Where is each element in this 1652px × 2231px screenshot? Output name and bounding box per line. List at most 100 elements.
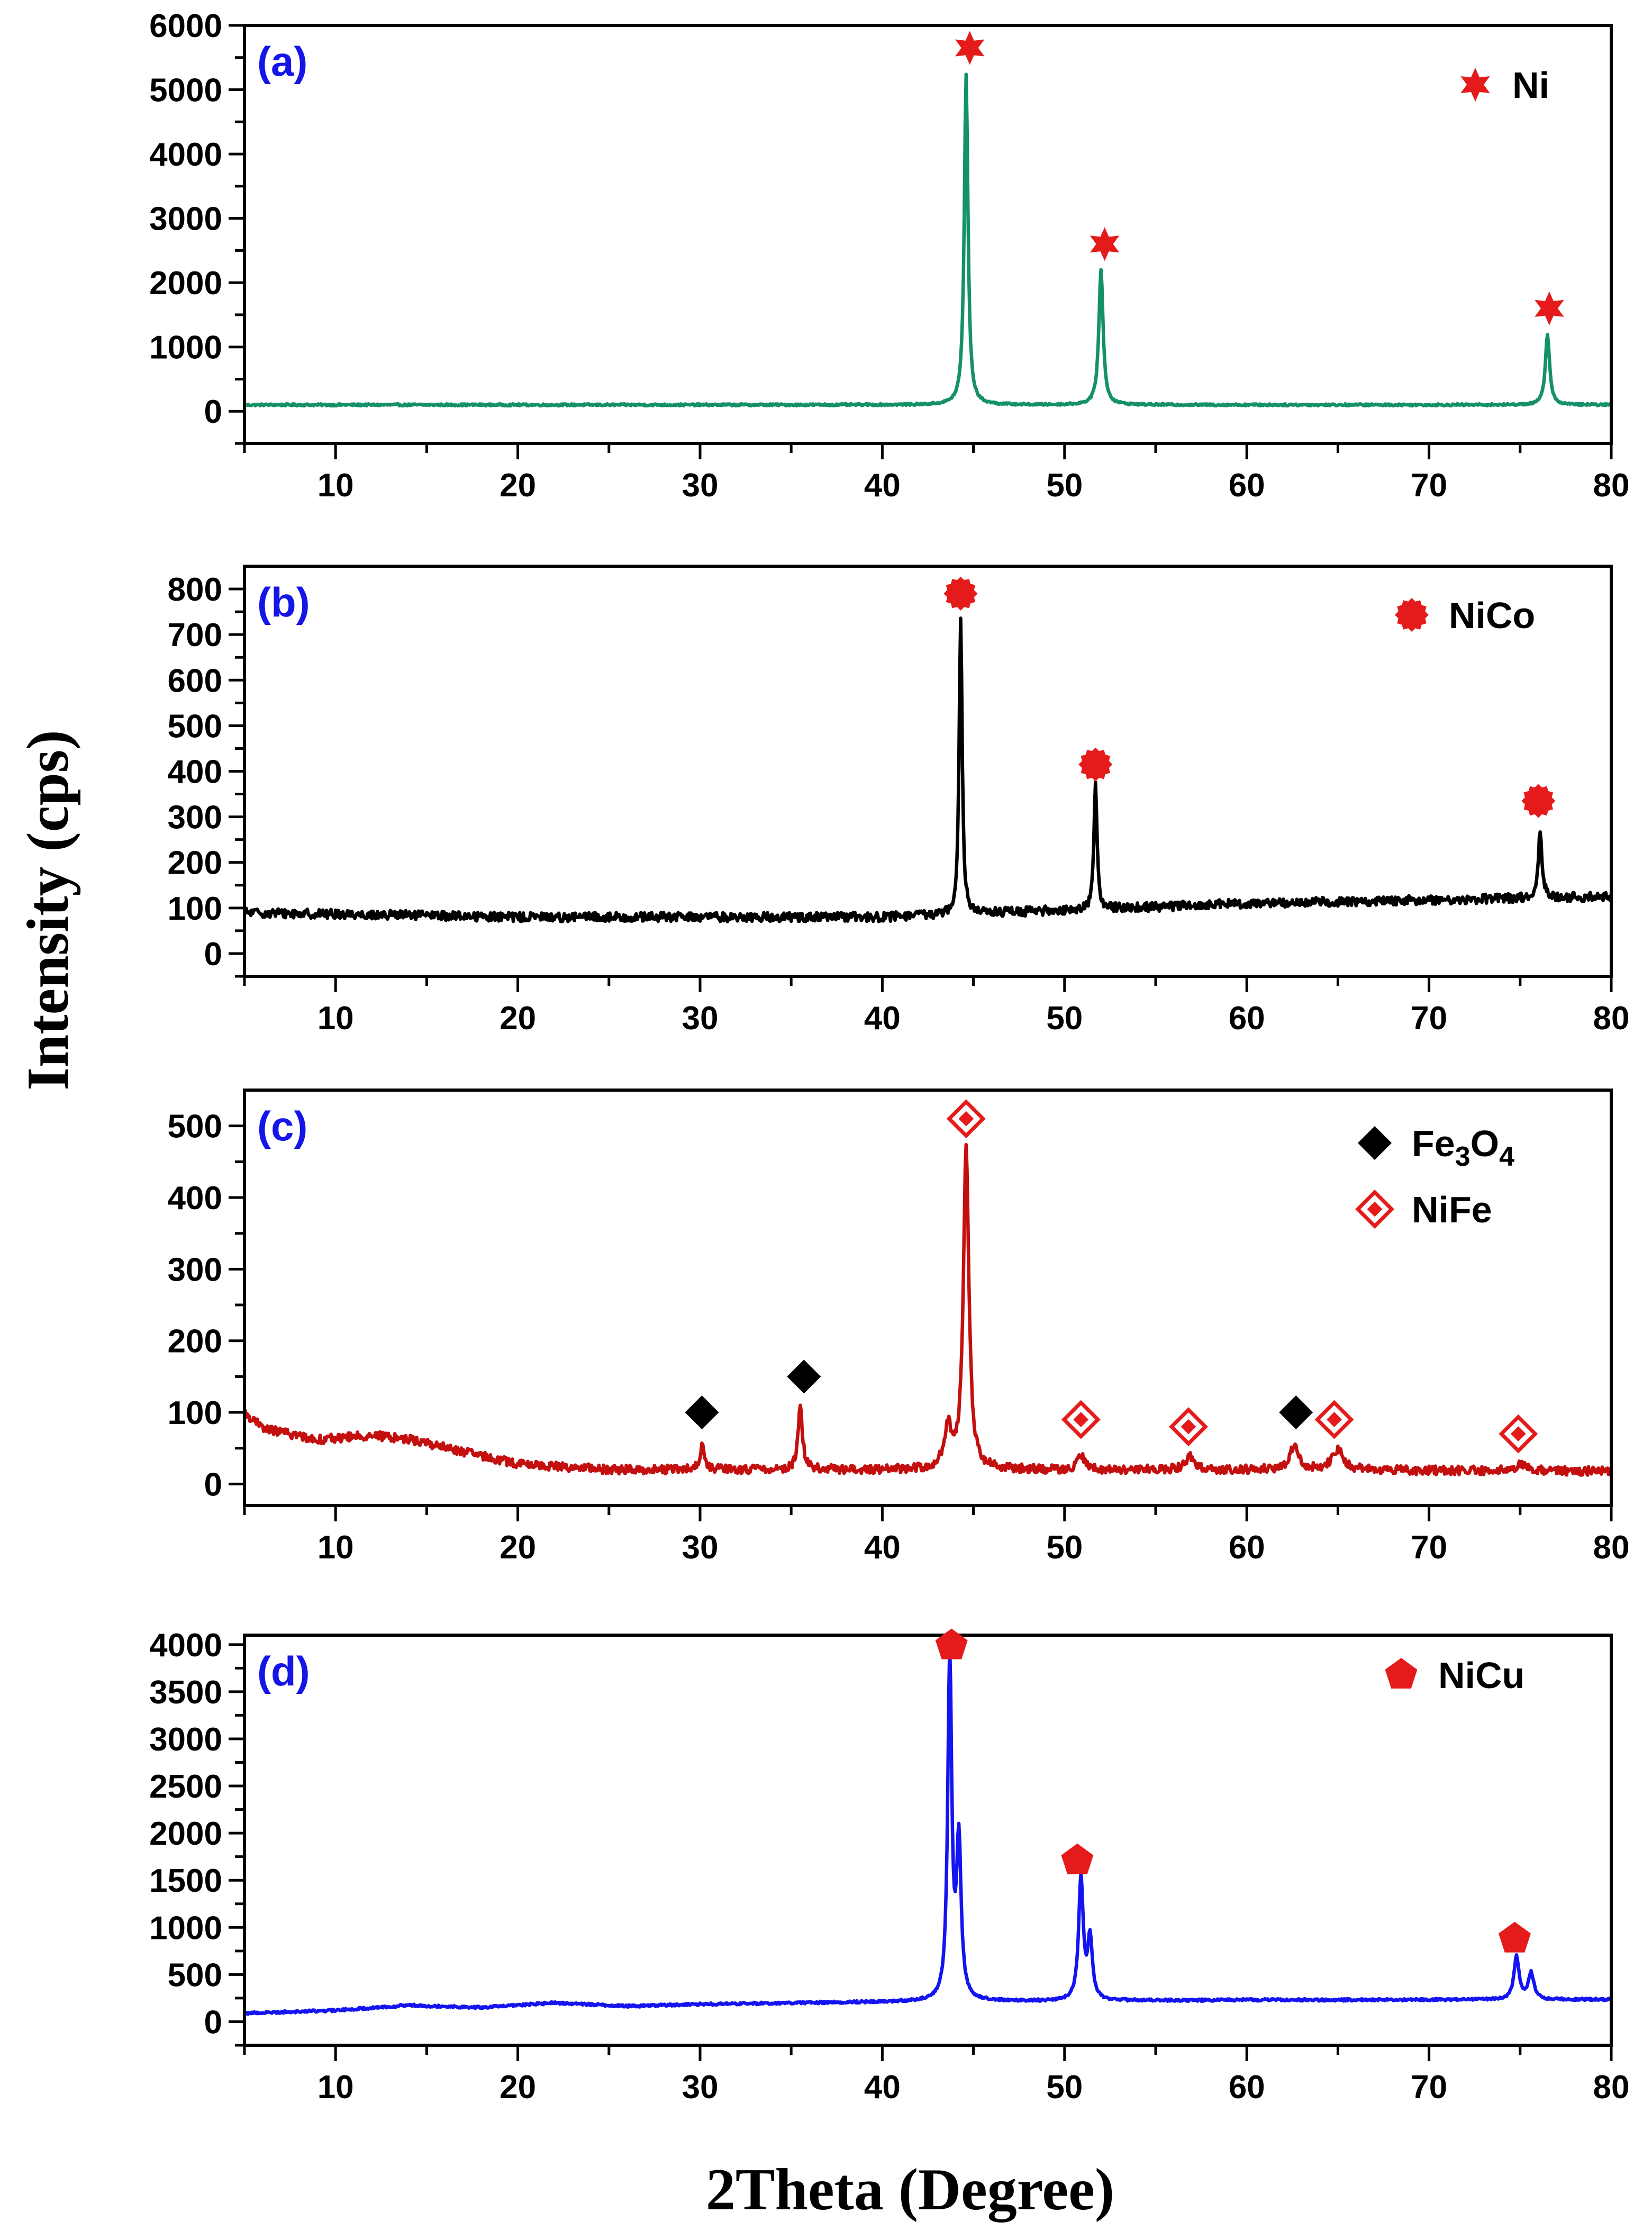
x-tick-label: 30 — [682, 2069, 719, 2106]
legend-item: Ni — [1460, 65, 1549, 106]
diamond-outer — [946, 1099, 986, 1139]
legend-item: NiFe — [1355, 1189, 1492, 1230]
peak-marker-diamond-open — [1314, 1400, 1354, 1439]
y-tick-label: 100 — [168, 1395, 222, 1431]
peak-marker-diamond — [787, 1359, 821, 1394]
plot-frame — [243, 24, 1613, 445]
legend-label-main: NiFe — [1412, 1189, 1492, 1230]
panel-label: (c) — [257, 1103, 307, 1149]
peak-marker-pentagon — [1061, 1843, 1094, 1874]
peak-marker-pentagon — [935, 1628, 968, 1659]
peak-marker-pentagon — [1499, 1921, 1531, 1953]
diamond-outer — [1355, 1190, 1394, 1229]
legend-label: NiCu — [1438, 1655, 1524, 1696]
legend-label-main: Fe — [1412, 1123, 1455, 1164]
peak-marker-star6 — [1535, 291, 1564, 325]
legend-label: NiCo — [1449, 595, 1535, 636]
x-tick-label: 70 — [1411, 1529, 1447, 1566]
legend-symbol-diamond-open — [1355, 1190, 1394, 1229]
diamond-outer — [1169, 1407, 1208, 1447]
peak-marker-star6 — [1090, 227, 1120, 261]
x-axis-title: 2Theta (Degree) — [706, 2157, 1114, 2223]
diamond-inner — [1367, 1201, 1383, 1217]
x-tick-label: 80 — [1593, 467, 1630, 504]
x-tick-label: 30 — [682, 1529, 719, 1566]
x-tick-label: 10 — [317, 2069, 354, 2106]
legend-symbol-diamond — [1358, 1126, 1392, 1160]
y-axis-title: Intensity (cps) — [15, 730, 81, 1090]
diamond-inner — [958, 1111, 974, 1127]
diamond-inner — [1510, 1426, 1526, 1442]
y-tick-label: 2000 — [149, 1816, 222, 1852]
y-tick-label: 4000 — [149, 1627, 222, 1664]
y-tick-label: 300 — [168, 800, 222, 836]
x-tick-label: 70 — [1411, 1000, 1447, 1037]
peak-marker-diamond — [1279, 1395, 1313, 1430]
peak-marker-burst — [943, 576, 978, 611]
panel-d: 10 20 30 40 50 60 70 80 0 500 1000 1500 2000 2500 3000… — [149, 1627, 1629, 2106]
y-tick-label: 0 — [204, 2004, 222, 2040]
x-tick-label: 70 — [1411, 2069, 1447, 2106]
peak-marker-diamond-open — [1499, 1414, 1538, 1454]
peak-marker-burst — [1078, 747, 1113, 782]
x-tick-label: 60 — [1229, 467, 1265, 504]
peak-marker-diamond — [685, 1395, 719, 1430]
y-tick-label: 800 — [168, 572, 222, 608]
diamond-inner — [1327, 1412, 1342, 1427]
diamond-inner — [1181, 1419, 1196, 1435]
legend-symbol-burst — [1395, 598, 1429, 632]
diamond-outer — [1314, 1400, 1354, 1439]
x-tick-label: 20 — [500, 1000, 536, 1037]
legend-label-sub: 3 — [1455, 1141, 1471, 1172]
x-tick-label: 10 — [317, 1000, 354, 1037]
y-tick-label: 3000 — [149, 201, 222, 238]
x-tick-label: 60 — [1229, 1529, 1265, 1566]
legend-label-mid: O — [1471, 1123, 1499, 1164]
x-tick-label: 10 — [317, 1529, 354, 1566]
y-tick-label: 2000 — [149, 265, 222, 302]
peak-marker-star6 — [955, 31, 985, 65]
series-line — [243, 72, 1612, 408]
y-tick-label: 600 — [168, 663, 222, 699]
x-tick-label: 40 — [864, 2069, 901, 2106]
series-line — [243, 1142, 1613, 1477]
x-tick-label: 60 — [1229, 2069, 1265, 2106]
x-tick-label: 80 — [1593, 1000, 1630, 1037]
diamond-inner — [1073, 1412, 1089, 1427]
panel-a: 10 20 30 40 50 60 70 80 0 1000 2000 3000 4000 5000 600… — [149, 8, 1629, 504]
x-tick-label: 70 — [1411, 467, 1447, 504]
x-tick-label: 20 — [500, 467, 536, 504]
x-tick-label: 40 — [864, 1529, 901, 1566]
y-tick-label: 3000 — [149, 1721, 222, 1758]
y-tick-label: 200 — [168, 1323, 222, 1360]
plot-frame — [243, 1089, 1613, 1507]
plot-frame — [243, 1634, 1613, 2047]
peak-marker-burst — [1521, 784, 1556, 818]
legend-item: Fe3O4 — [1358, 1123, 1514, 1172]
y-tick-label: 3500 — [149, 1674, 222, 1711]
y-tick-label: 500 — [168, 1957, 222, 1993]
y-tick-label: 1000 — [149, 330, 222, 366]
peak-marker-diamond-open — [1169, 1407, 1208, 1447]
y-tick-label: 0 — [204, 1466, 222, 1503]
y-tick-label: 500 — [168, 708, 222, 745]
legend-item: NiCu — [1385, 1655, 1524, 1696]
x-tick-label: 20 — [500, 1529, 536, 1566]
legend-symbol-pentagon — [1385, 1658, 1418, 1689]
peak-marker-diamond-open — [946, 1099, 986, 1139]
x-tick-label: 80 — [1593, 1529, 1630, 1566]
legend-label-main: NiCu — [1438, 1655, 1524, 1696]
x-tick-label: 30 — [682, 467, 719, 504]
x-tick-label: 80 — [1593, 2069, 1630, 2106]
legend-label-sub: 4 — [1499, 1141, 1514, 1172]
x-tick-label: 50 — [1046, 467, 1083, 504]
diamond-outer — [1061, 1400, 1101, 1439]
panel-b: 10 20 30 40 50 60 70 80010020030040050060070080… — [168, 565, 1630, 1037]
legend-label-main: NiCo — [1449, 595, 1535, 636]
legend-label: Ni — [1512, 65, 1549, 106]
peak-marker-diamond-open — [1061, 1400, 1101, 1439]
x-tick-label: 30 — [682, 1000, 719, 1037]
x-tick-label: 10 — [317, 467, 354, 504]
diamond-outer — [1499, 1414, 1538, 1454]
